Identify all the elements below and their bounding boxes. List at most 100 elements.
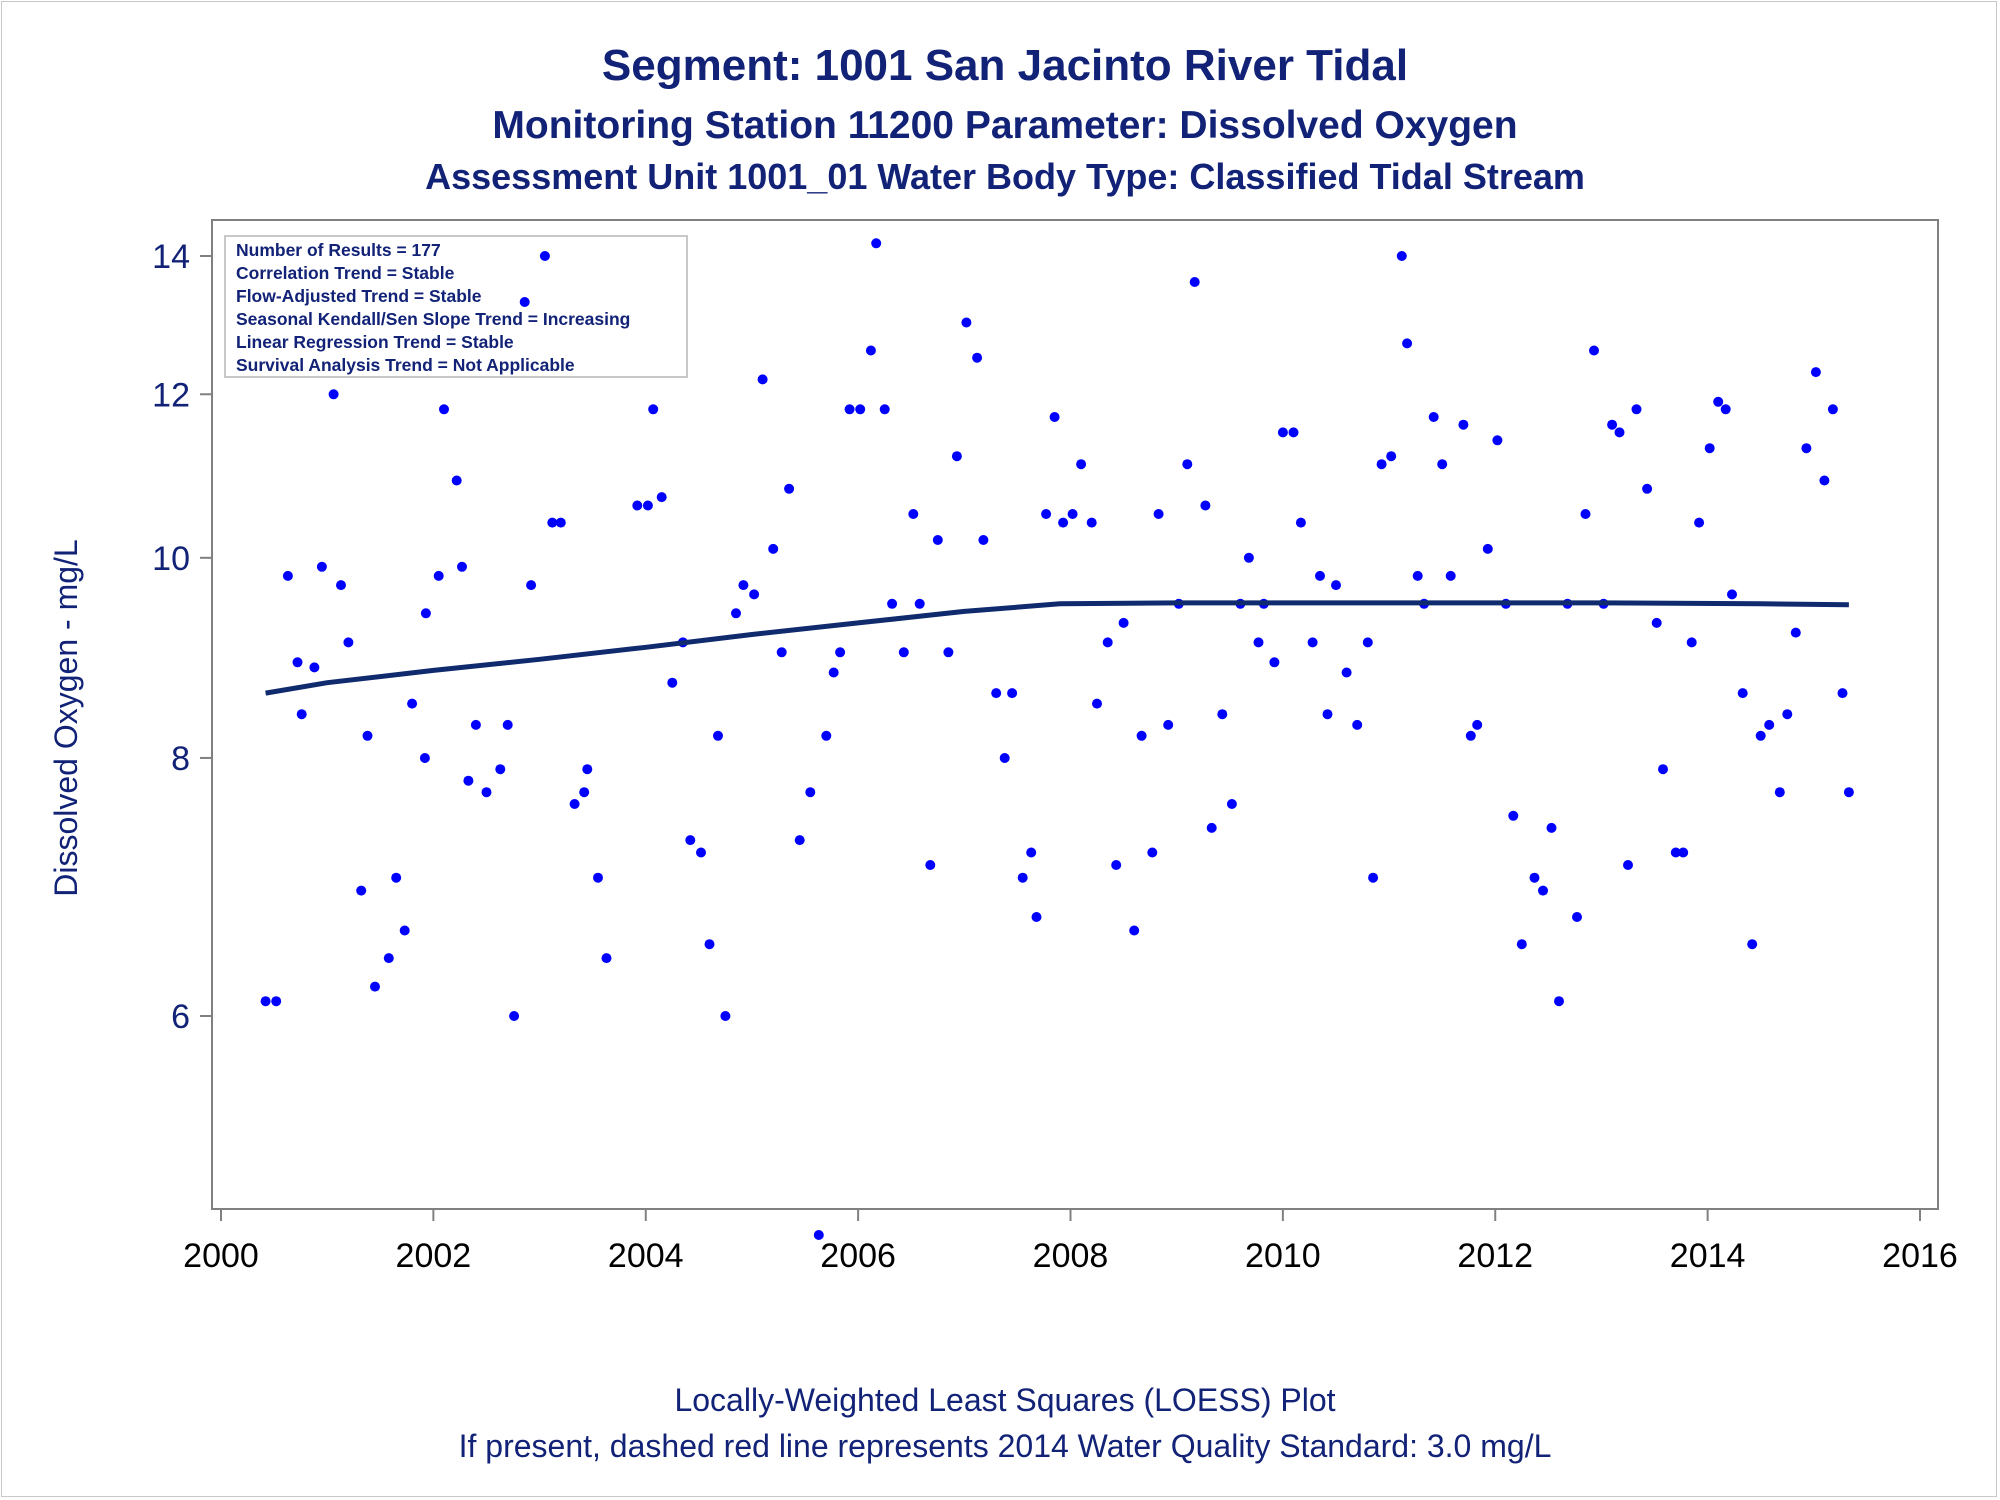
data-point <box>1243 552 1254 563</box>
data-points <box>260 238 1854 1240</box>
data-point <box>978 535 989 545</box>
data-point <box>1092 698 1102 709</box>
y-tick-label: 14 <box>152 238 190 276</box>
y-tick-label: 12 <box>152 376 190 414</box>
data-point <box>1843 787 1854 798</box>
data-point <box>1819 475 1830 486</box>
data-point <box>391 872 402 883</box>
data-point <box>362 730 373 741</box>
data-point <box>821 730 832 741</box>
data-point <box>943 647 954 658</box>
data-point <box>1147 847 1158 858</box>
data-point <box>1678 847 1689 858</box>
data-point <box>1226 799 1237 809</box>
data-point <box>1538 885 1548 896</box>
data-point <box>271 996 282 1007</box>
data-point <box>1607 419 1618 430</box>
data-point <box>844 404 855 415</box>
data-point <box>1217 709 1228 720</box>
data-point <box>991 688 1002 699</box>
data-point <box>316 561 327 572</box>
data-point <box>433 570 444 581</box>
data-point <box>1341 667 1352 678</box>
stats-box: Number of Results = 177 Correlation Tren… <box>224 235 688 378</box>
data-point <box>399 925 410 936</box>
data-point <box>1614 427 1625 438</box>
data-point <box>1720 404 1731 415</box>
x-tick-label: 2006 <box>820 1237 896 1275</box>
data-point <box>1315 570 1325 581</box>
data-point <box>451 475 462 486</box>
data-point <box>720 1011 731 1021</box>
data-point <box>1670 847 1681 858</box>
data-point <box>1465 730 1476 741</box>
data-point <box>383 953 394 964</box>
data-point <box>642 500 653 511</box>
title-line-1: Segment: 1001 San Jacinto River Tidal <box>602 41 1408 90</box>
data-point <box>1458 419 1469 430</box>
data-point <box>502 719 513 730</box>
data-point <box>1007 688 1018 699</box>
data-point <box>420 608 431 619</box>
data-point <box>1546 822 1557 833</box>
footnote-line-2: If present, dashed red line represents 2… <box>459 1428 1552 1464</box>
plot-area <box>211 219 1939 1210</box>
y-tick-label: 6 <box>171 998 190 1036</box>
data-point <box>932 535 943 545</box>
x-tick-label: 2014 <box>1670 1237 1746 1275</box>
stats-line-seasonal-kendall: Seasonal Kendall/Sen Slope Trend = Incre… <box>236 309 630 329</box>
data-point <box>1482 543 1493 554</box>
data-point <box>1269 657 1280 668</box>
data-point <box>776 647 787 658</box>
data-point <box>1322 709 1333 720</box>
data-point <box>1058 517 1069 528</box>
data-point <box>1837 688 1848 699</box>
data-point <box>667 677 678 688</box>
x-tick-label: 2000 <box>183 1237 259 1275</box>
data-point <box>749 589 760 600</box>
data-point <box>457 561 467 572</box>
data-point <box>1445 570 1456 581</box>
data-point <box>463 775 474 786</box>
data-point <box>1704 443 1715 454</box>
data-point <box>1801 443 1812 454</box>
y-axis-label: Dissolved Oxygen - mg/L <box>48 539 84 896</box>
data-point <box>1129 925 1140 936</box>
data-point <box>1031 912 1042 922</box>
data-point <box>1067 509 1078 519</box>
data-point <box>1182 459 1193 470</box>
data-point <box>855 404 866 415</box>
data-point <box>731 608 741 619</box>
data-point <box>1686 637 1697 648</box>
data-point <box>768 543 779 554</box>
data-point <box>292 657 303 668</box>
data-point <box>908 509 919 519</box>
data-point <box>648 404 659 415</box>
data-point <box>887 598 898 609</box>
title-line-2: Monitoring Station 11200 Parameter: Diss… <box>492 104 1517 147</box>
data-point <box>582 764 593 775</box>
data-point <box>1206 822 1217 833</box>
data-point <box>439 404 449 415</box>
data-point <box>1658 764 1668 775</box>
data-point <box>1774 787 1785 798</box>
stats-line-results: Number of Results = 177 <box>236 240 441 260</box>
data-point <box>370 981 380 992</box>
stats-line-correlation: Correlation Trend = Stable <box>236 263 455 283</box>
data-point <box>336 580 346 591</box>
x-tick-label: 2016 <box>1882 1237 1958 1275</box>
data-point <box>296 709 307 720</box>
data-point <box>1412 570 1423 581</box>
data-point <box>632 500 643 511</box>
data-point <box>1402 338 1413 349</box>
data-point <box>1580 509 1591 519</box>
data-point <box>1472 719 1483 730</box>
stats-line-survival: Survival Analysis Trend = Not Applicable <box>236 355 575 375</box>
data-point <box>470 719 481 730</box>
data-point <box>1307 637 1318 648</box>
data-point <box>1041 509 1052 519</box>
data-point <box>569 799 580 809</box>
stats-line-linear-regression: Linear Regression Trend = Stable <box>236 332 514 352</box>
data-point <box>481 787 492 798</box>
data-point <box>1386 451 1397 462</box>
